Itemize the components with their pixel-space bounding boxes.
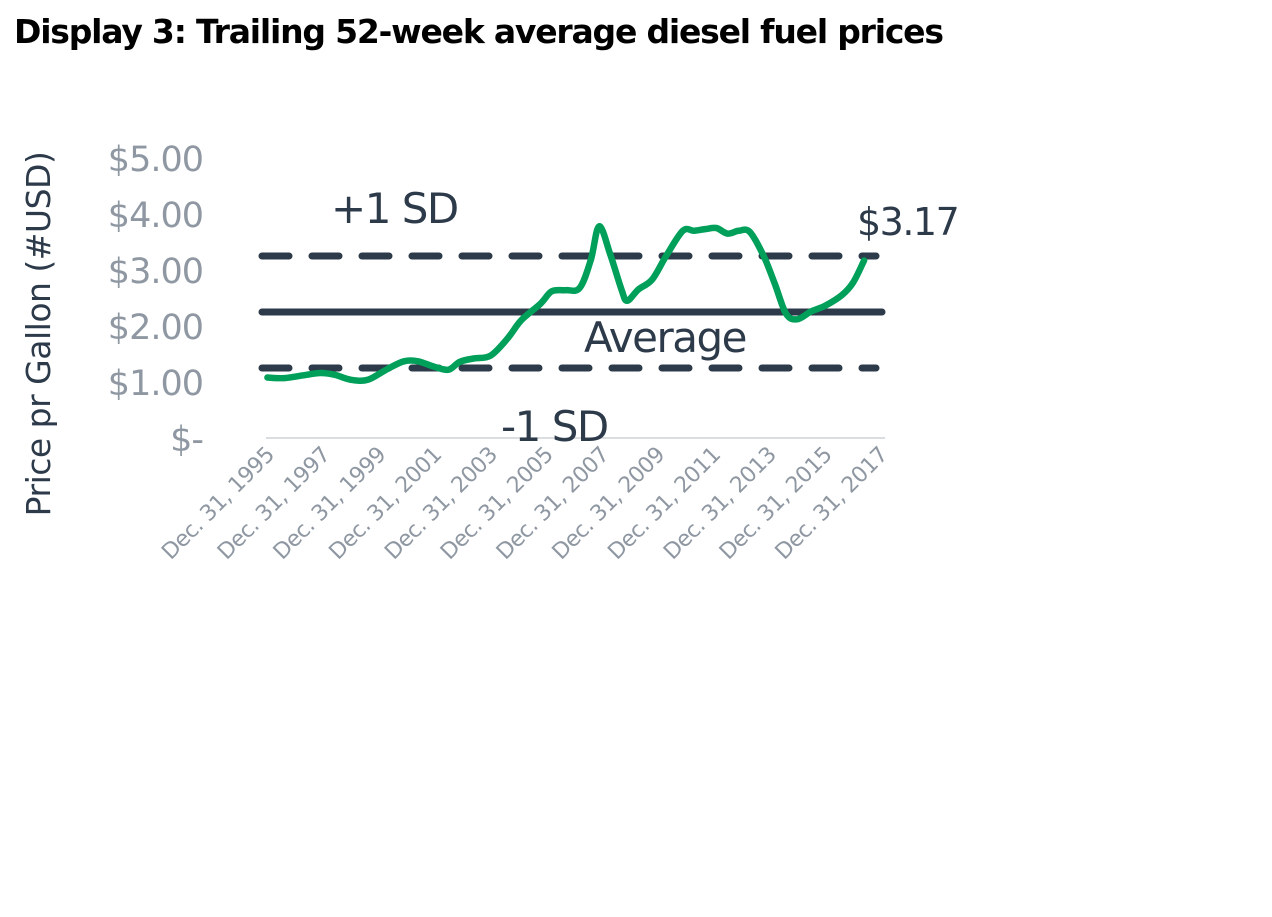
y-tick-label: $4.00: [108, 196, 203, 236]
y-tick-label: $-: [170, 420, 203, 460]
annotations: Average +1 SD -1 SD $3.17: [331, 184, 960, 451]
reference-label: Average: [584, 313, 746, 362]
y-axis-title-group: Price pr Gallon (#USD): [19, 152, 58, 517]
reference-label: -1 SD: [501, 402, 608, 451]
y-tick-label: $2.00: [108, 308, 203, 348]
y-tick-label: $5.00: [108, 140, 203, 180]
y-tick-label: $3.00: [108, 252, 203, 292]
end-value-label: $3.17: [857, 200, 958, 244]
series-line: [264, 223, 868, 385]
series-group: [264, 223, 868, 385]
y-tick-label: $1.00: [108, 364, 203, 404]
y-axis-title: Price pr Gallon (#USD): [19, 152, 58, 517]
y-axis-ticks: $- $1.00 $2.00 $3.00 $4.00 $5.00: [108, 140, 204, 460]
reference-label: +1 SD: [331, 184, 458, 233]
page-title: Display 3: Trailing 52-week average dies…: [14, 12, 944, 51]
reference-lines: [258, 252, 886, 372]
